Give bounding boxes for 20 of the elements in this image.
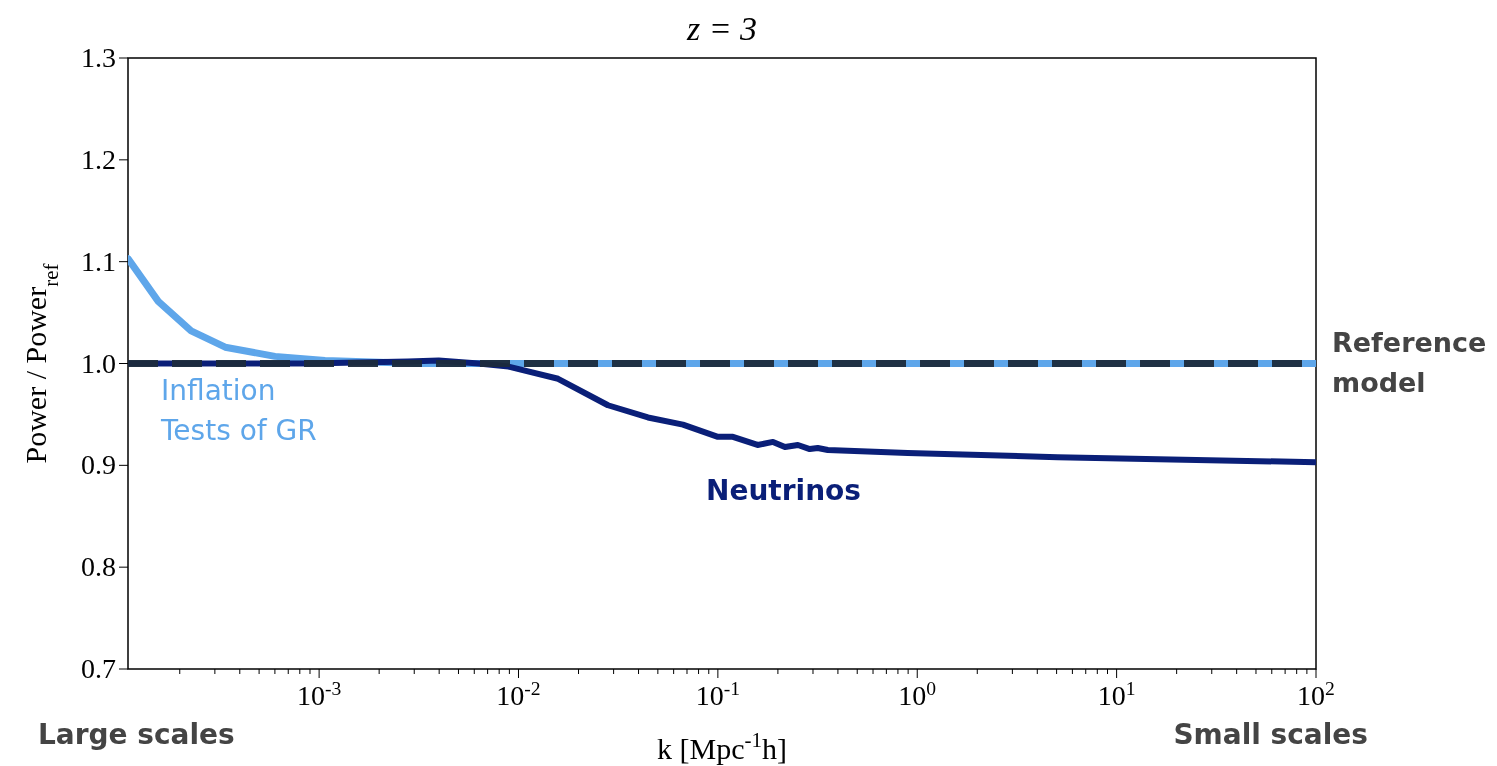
y-tick-label: 1.3 [81, 42, 116, 73]
y-tick-label: 0.7 [81, 653, 116, 684]
x-tick-label: 10$^{1}$ [1097, 677, 1136, 711]
chart-title: z = 3 [685, 10, 758, 47]
x-axis-title: k [Mpc$^{-1}$h] [657, 728, 787, 765]
y-tick-label: 0.9 [81, 449, 116, 481]
y-tick-label: 0.8 [81, 551, 116, 583]
ref-line-label: Reference model [1332, 326, 1487, 398]
text: Large scales [38, 718, 235, 751]
y-tick-label: 1.0 [81, 347, 116, 379]
x-tick-label: 10$^{2}$ [1297, 677, 1335, 711]
y-tick-label: 1.1 [81, 245, 116, 277]
x-tick-label: 10$^{-1}$ [695, 677, 741, 711]
x-tick-label: 10$^{-2}$ [496, 677, 541, 711]
series-label: Inflation Tests of GR [160, 374, 317, 447]
y-tick-label: 1.2 [81, 143, 116, 175]
text: Small scales [1173, 718, 1368, 751]
x-tick-label: 10$^{-3}$ [296, 677, 342, 711]
series-label: Neutrinos [706, 474, 861, 507]
x-tick-label: 10$^{0}$ [898, 677, 937, 711]
